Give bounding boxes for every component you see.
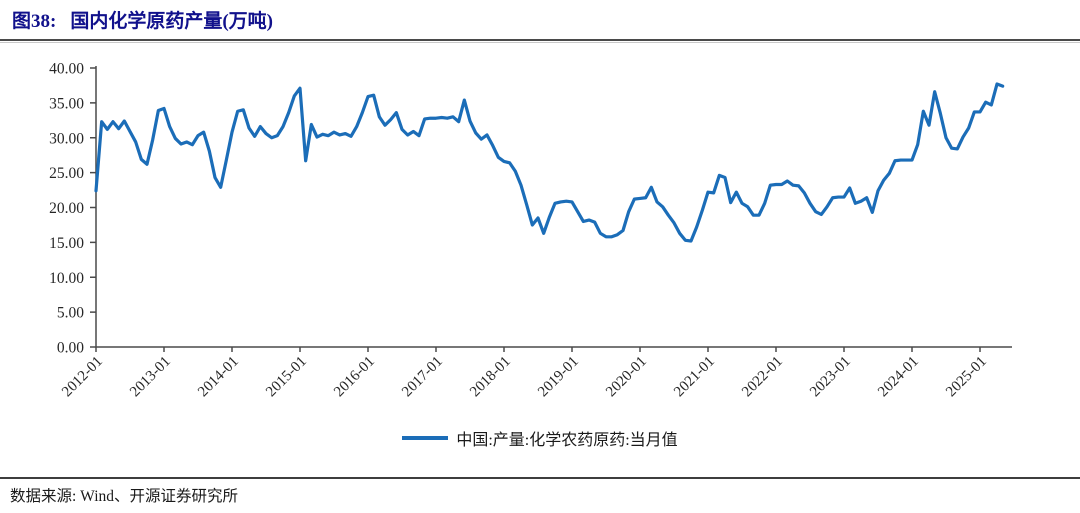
x-tick-label: 2023-01 [807, 354, 854, 401]
x-tick-label: 2019-01 [535, 354, 582, 401]
y-tick-label: 40.00 [49, 61, 84, 78]
x-tick-label: 2024-01 [875, 354, 922, 401]
x-tick-label: 2020-01 [603, 354, 650, 401]
y-tick-label: 15.00 [49, 235, 84, 252]
series-line [94, 82, 1005, 243]
x-tick-label: 2012-01 [59, 354, 106, 401]
x-tick-label: 2015-01 [263, 354, 310, 401]
legend-label: 中国:产量:化学农药原药:当月值 [456, 432, 678, 449]
x-tick-label: 2021-01 [671, 354, 718, 401]
figure-title: 图38: 国内化学原药产量(万吨) [12, 6, 273, 33]
y-tick-label: 35.00 [49, 95, 84, 112]
y-tick-label: 10.00 [49, 270, 84, 287]
x-tick-label: 2016-01 [331, 354, 378, 401]
figure-number: 图38: [12, 11, 57, 32]
x-tick-label: 2018-01 [467, 354, 514, 401]
data-source-note: 数据来源: Wind、开源证券研究所 [10, 488, 238, 505]
y-tick-label: 30.00 [49, 130, 84, 147]
x-tick-label: 2022-01 [739, 354, 786, 401]
title-divider-shadow [0, 42, 1080, 43]
y-tick-label: 0.00 [57, 340, 84, 357]
y-tick-label: 20.00 [49, 200, 84, 217]
chart-legend: 中国:产量:化学农药原药:当月值 [0, 427, 1080, 449]
y-tick-label: 5.00 [57, 305, 84, 322]
title-divider [0, 39, 1080, 41]
y-tick-label: 25.00 [49, 165, 84, 182]
axes: 0.00 5.00 10.00 15.00 20.00 25.00 30.00 35.00 40… [49, 61, 1012, 401]
figure-title-text: 国内化学原药产量(万吨) [70, 11, 273, 32]
x-tick-label: 2017-01 [399, 354, 446, 401]
legend-line-swatch [402, 436, 449, 440]
footer-divider [0, 477, 1080, 479]
production-line [94, 82, 1005, 243]
x-tick-label: 2025-01 [943, 354, 990, 401]
x-tick-label: 2014-01 [195, 354, 242, 401]
x-tick-label: 2013-01 [127, 354, 174, 401]
